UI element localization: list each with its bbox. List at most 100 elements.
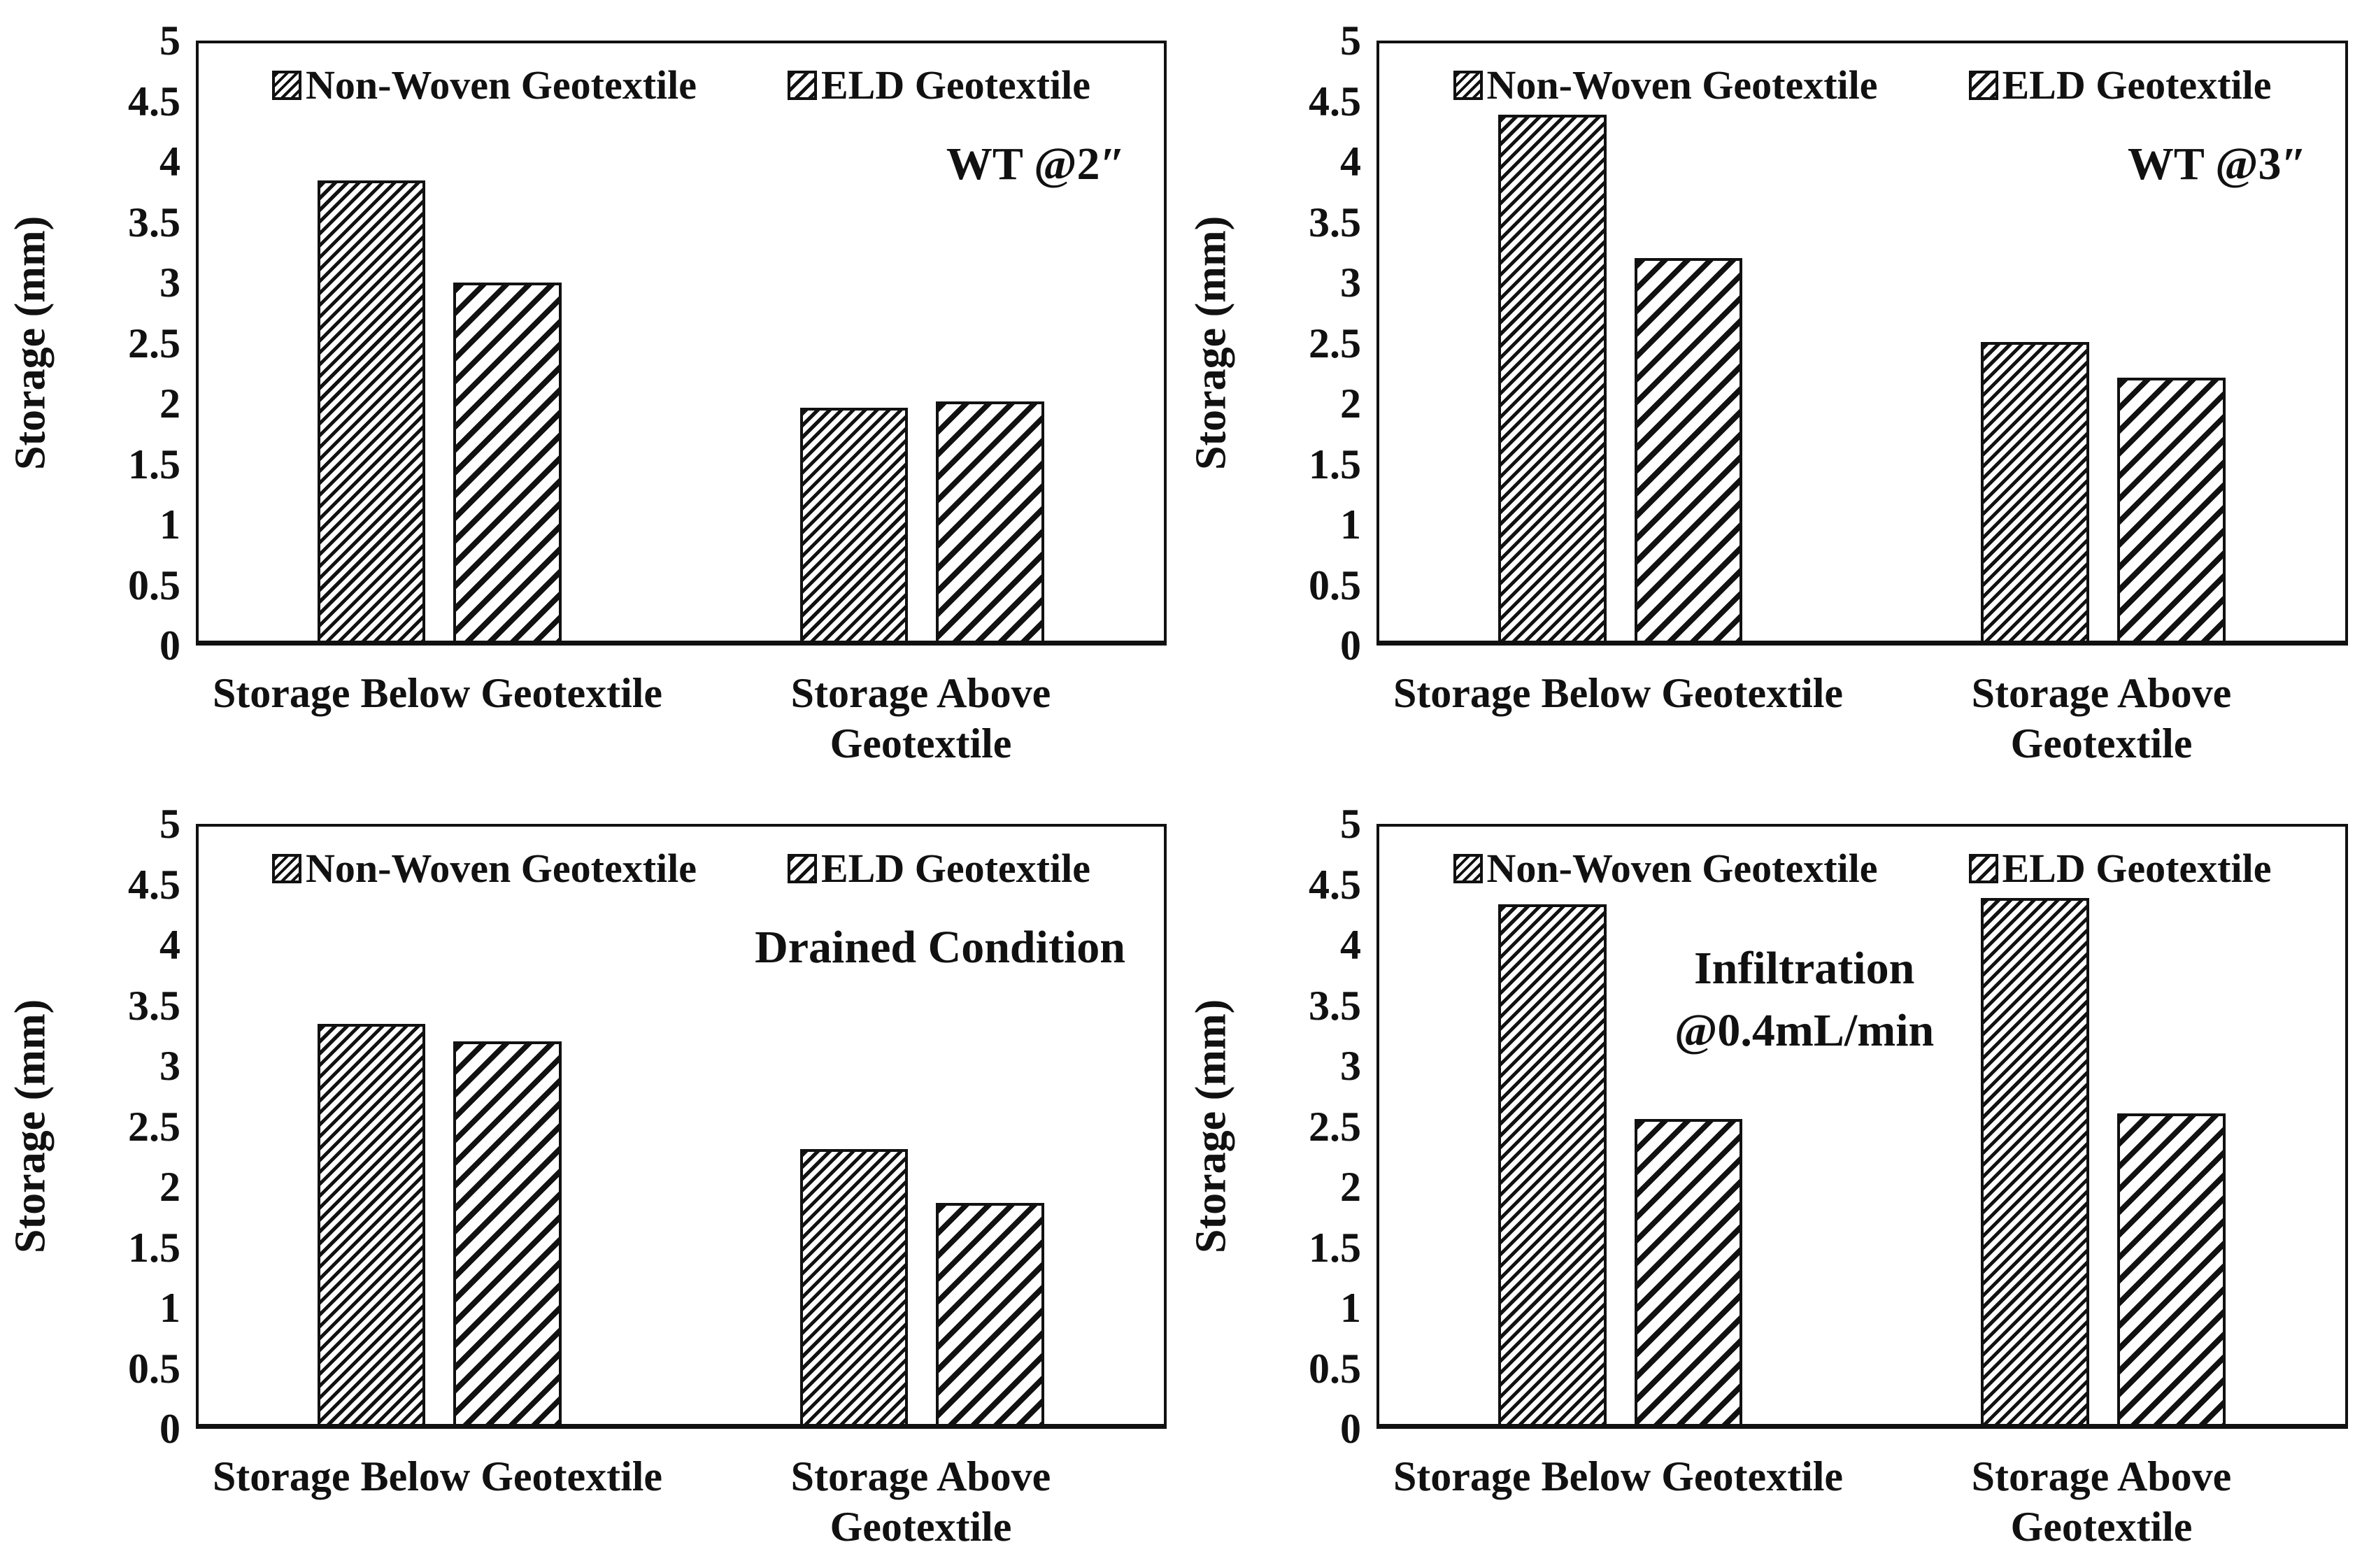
x-category-label: Storage Above Geotextile — [790, 1453, 1051, 1550]
legend-item: ELD Geotextile — [1968, 62, 2271, 108]
y-tick-label: 1 — [1340, 1285, 1361, 1331]
legend-item: ELD Geotextile — [1968, 845, 2272, 892]
legend-label: Non-Woven Geotextile — [1486, 62, 1878, 108]
legend-label: ELD Geotextile — [821, 62, 1090, 108]
y-tick-label: 1.5 — [1309, 441, 1361, 487]
plot-area: Non-Woven Geotextile ELD Geotextile WT @2… — [196, 41, 1167, 646]
y-axis-title: Storage (mm) — [1187, 999, 1235, 1254]
y-tick-label: 5 — [1340, 801, 1361, 847]
x-axis-category-labels: Storage Below Geotextile Storage Above Ge… — [196, 1451, 1162, 1552]
bar-nonwoven-below — [317, 180, 426, 641]
y-tick-label: 1 — [159, 1285, 180, 1331]
x-axis-category-labels: Storage Below Geotextile Storage Above Ge… — [1376, 668, 2343, 769]
y-tick-label: 1.5 — [128, 441, 180, 487]
x-category-label: Storage Below Geotextile — [1393, 670, 1844, 716]
plot-area: Non-Woven Geotextile ELD Geotextile Infil… — [1376, 824, 2348, 1429]
bar-nonwoven-above — [799, 1149, 909, 1424]
bar-eld-above — [936, 401, 1044, 641]
y-axis-tick-labels: 0 0.5 1 1.5 2 2.5 3 3.5 4 4.5 5 — [62, 803, 196, 1450]
y-tick-label: 2 — [159, 380, 180, 427]
wide-diagonal-hatch-swatch — [788, 70, 817, 100]
y-tick-label: 1 — [1340, 501, 1361, 548]
y-tick-label: 2.5 — [1309, 1103, 1361, 1150]
y-tick-label: 4.5 — [1309, 861, 1361, 908]
y-tick-label: 5 — [159, 17, 180, 64]
legend-item: Non-Woven Geotextile — [1453, 62, 1878, 108]
y-tick-label: 4.5 — [128, 861, 180, 908]
plot-area: Non-Woven Geotextile ELD Geotextile WT @3… — [1376, 41, 2348, 646]
y-tick-label: 2.5 — [1309, 320, 1361, 366]
legend-item: ELD Geotextile — [788, 62, 1090, 108]
bar-eld-above — [2117, 1113, 2226, 1424]
legend: Non-Woven Geotextile ELD Geotextile — [199, 62, 1164, 108]
panel-annotation: Drained Condition — [755, 922, 1125, 973]
panel-infiltration: Storage (mm) 0 0.5 1 1.5 2 2.5 3 3.5 4 4.5 5 Non-W… — [1181, 783, 2362, 1568]
bar-nonwoven-below — [1497, 904, 1607, 1424]
legend-item: Non-Woven Geotextile — [272, 845, 697, 892]
chart-area: Storage (mm) 0 0.5 1 1.5 2 2.5 3 3.5 4 4.5 5 Non-W… — [1181, 803, 2348, 1450]
y-tick-label: 3.5 — [1309, 199, 1361, 245]
legend-item: ELD Geotextile — [788, 845, 1090, 892]
legend-label: ELD Geotextile — [2002, 846, 2272, 891]
x-category-label: Storage Below Geotextile — [212, 670, 663, 716]
y-tick-label: 0.5 — [128, 1345, 180, 1392]
legend-item: Non-Woven Geotextile — [1453, 845, 1878, 892]
y-tick-label: 5 — [1340, 17, 1361, 64]
y-tick-label: 1 — [159, 501, 180, 548]
y-axis-title: Storage (mm) — [1187, 215, 1235, 471]
legend-item: Non-Woven Geotextile — [272, 62, 697, 108]
x-axis-category-labels: Storage Below Geotextile Storage Above Ge… — [1376, 1451, 2343, 1552]
wide-diagonal-hatch-swatch — [788, 853, 817, 883]
x-category-label: Storage Below Geotextile — [1393, 1453, 1844, 1499]
bar-eld-above — [936, 1203, 1044, 1424]
legend-label: ELD Geotextile — [821, 846, 1090, 891]
dense-diagonal-hatch-swatch — [272, 70, 302, 100]
y-tick-label: 3.5 — [128, 982, 180, 1029]
y-tick-label: 2.5 — [128, 320, 180, 366]
x-category-label: Storage Above Geotextile — [1971, 1453, 2232, 1550]
y-tick-label: 2 — [159, 1164, 180, 1210]
wide-diagonal-hatch-swatch — [1968, 853, 1998, 883]
y-tick-label: 1.5 — [128, 1224, 180, 1271]
y-tick-label: 4.5 — [1309, 78, 1361, 124]
y-tick-label: 3 — [159, 259, 180, 306]
legend-label: Non-Woven Geotextile — [306, 62, 697, 108]
dense-diagonal-hatch-swatch — [272, 853, 302, 883]
y-tick-label: 3.5 — [1309, 982, 1361, 1029]
panel-drained-condition: Storage (mm) 0 0.5 1 1.5 2 2.5 3 3.5 4 4.5 5 Non-W… — [0, 783, 1181, 1568]
y-axis-title: Storage (mm) — [6, 999, 55, 1254]
panel-annotation: WT @2″ — [946, 138, 1125, 190]
legend-label: Non-Woven Geotextile — [1486, 846, 1878, 891]
y-axis-title: Storage (mm) — [6, 215, 55, 471]
y-axis-tick-labels: 0 0.5 1 1.5 2 2.5 3 3.5 4 4.5 5 — [1242, 20, 1376, 667]
x-category-label: Storage Above Geotextile — [1971, 670, 2232, 767]
dense-diagonal-hatch-swatch — [1453, 70, 1483, 100]
x-category-label: Storage Above Geotextile — [790, 670, 1051, 767]
y-tick-label: 4 — [1340, 138, 1361, 185]
bar-nonwoven-below — [1497, 115, 1607, 641]
panel-annotation: Infiltration @0.4mL/min — [1674, 943, 1935, 1057]
bar-nonwoven-above — [799, 407, 909, 641]
y-tick-label: 3 — [1340, 259, 1361, 306]
dense-diagonal-hatch-swatch — [1453, 853, 1483, 883]
chart-area: Storage (mm) 0 0.5 1 1.5 2 2.5 3 3.5 4 4.5 5 Non-W… — [1181, 20, 2348, 667]
y-tick-label: 4.5 — [128, 78, 180, 124]
bar-eld-below — [453, 1041, 562, 1424]
legend-label: Non-Woven Geotextile — [306, 846, 697, 891]
panel-wt-2in: Storage (mm) 0 0.5 1 1.5 2 2.5 3 3.5 4 4.5 5 Non-W… — [0, 0, 1181, 783]
bar-eld-below — [453, 282, 562, 641]
y-tick-label: 0.5 — [1309, 1345, 1361, 1392]
y-tick-label: 2 — [1340, 1164, 1361, 1210]
x-category-label: Storage Below Geotextile — [212, 1453, 663, 1499]
legend: Non-Woven Geotextile ELD Geotextile — [1379, 845, 2345, 892]
panel-wt-3in: Storage (mm) 0 0.5 1 1.5 2 2.5 3 3.5 4 4.5 5 Non-W… — [1181, 0, 2362, 783]
y-axis-tick-labels: 0 0.5 1 1.5 2 2.5 3 3.5 4 4.5 5 — [62, 20, 196, 667]
y-tick-label: 0.5 — [1309, 562, 1361, 608]
y-tick-label: 3 — [159, 1043, 180, 1089]
legend: Non-Woven Geotextile ELD Geotextile — [199, 845, 1164, 892]
y-tick-label: 0.5 — [128, 562, 180, 608]
x-axis-category-labels: Storage Below Geotextile Storage Above Ge… — [196, 668, 1162, 769]
y-tick-label: 2 — [1340, 380, 1361, 427]
legend: Non-Woven Geotextile ELD Geotextile — [1379, 62, 2345, 108]
